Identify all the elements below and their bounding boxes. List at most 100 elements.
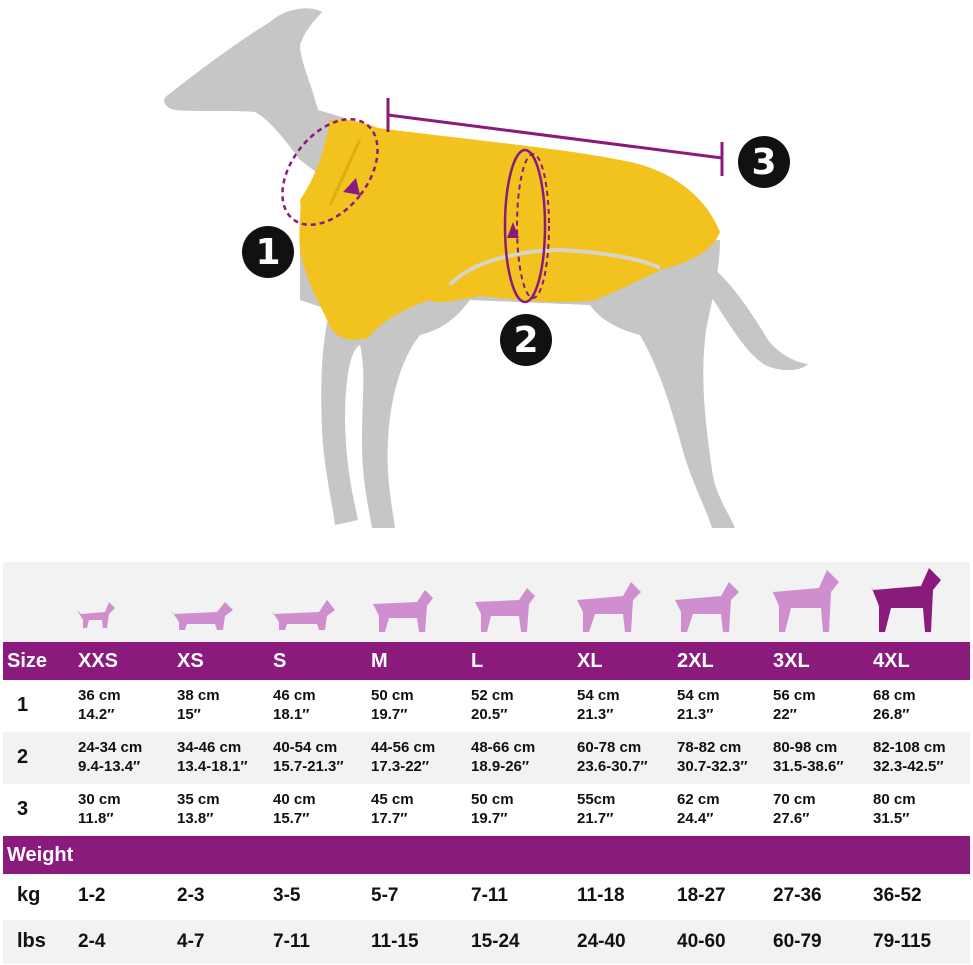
dog-silhouette bbox=[164, 8, 808, 528]
cell-imperial: 15.7-21.3″ bbox=[273, 758, 344, 775]
cell-imperial: 24.4″ bbox=[677, 810, 714, 827]
table-cell: 79-115 bbox=[873, 931, 932, 952]
cell-metric: 56 cm bbox=[773, 687, 816, 704]
cell-metric: 48-66 cm bbox=[471, 739, 536, 756]
cell-imperial: 13.4-18.1″ bbox=[177, 758, 248, 775]
cell-metric: 50 cm bbox=[371, 687, 414, 704]
dog-size-icons-row bbox=[3, 562, 970, 642]
weight-rows: kg 1-2 2-3 3-5 5-7 7-11 11-18 18-27 27-36 36-52 lb… bbox=[3, 874, 970, 964]
table-cell: 7-11 bbox=[273, 931, 310, 952]
cell-imperial: 9.4-13.4″ bbox=[78, 758, 141, 775]
table-cell: 62 cm 24.4″ bbox=[677, 790, 720, 828]
table-row: lbs 2-4 4-7 7-11 11-15 15-24 24-40 40-60 60-79 79… bbox=[3, 920, 970, 964]
table-cell: 54 cm 21.3″ bbox=[577, 686, 620, 724]
table-cell: 80 cm 31.5″ bbox=[873, 790, 916, 828]
cell-metric: 35 cm bbox=[177, 791, 220, 808]
row-label: 2 bbox=[17, 746, 29, 768]
table-cell: 18-27 bbox=[677, 885, 726, 906]
table-cell: 7-11 bbox=[471, 885, 508, 906]
cell-metric: 82-108 cm bbox=[873, 739, 946, 756]
cell-imperial: 17.7″ bbox=[371, 810, 408, 827]
cell-metric: 68 cm bbox=[873, 687, 916, 704]
cell-metric: 38 cm bbox=[177, 687, 220, 704]
cell-imperial: 18.9-26″ bbox=[471, 758, 530, 775]
cell-metric: 54 cm bbox=[677, 687, 720, 704]
dog-3xl-icon bbox=[771, 570, 839, 632]
cell-metric: 52 cm bbox=[471, 687, 514, 704]
dog-2xl-icon bbox=[673, 582, 739, 632]
cell-metric: 60-78 cm bbox=[577, 739, 642, 756]
cell-metric: 78-82 cm bbox=[677, 739, 742, 756]
dog-s-icon bbox=[271, 600, 335, 630]
cell-imperial: 21.3″ bbox=[577, 706, 614, 723]
table-cell: 5-7 bbox=[371, 885, 399, 906]
dog-xxs-icon bbox=[77, 602, 115, 628]
cell-imperial: 32.3-42.5″ bbox=[873, 758, 944, 775]
table-cell: 44-56 cm 17.3-22″ bbox=[371, 738, 435, 776]
table-cell: 30 cm 11.8″ bbox=[78, 790, 121, 828]
table-cell: 50 cm 19.7″ bbox=[471, 790, 514, 828]
cell-imperial: 30.7-32.3″ bbox=[677, 758, 748, 775]
table-cell: 4-7 bbox=[177, 931, 205, 952]
cell-metric: 70 cm bbox=[773, 791, 816, 808]
cell-imperial: 26.8″ bbox=[873, 706, 910, 723]
cell-metric: 62 cm bbox=[677, 791, 720, 808]
row-label: kg bbox=[17, 884, 41, 906]
table-cell: 11-18 bbox=[577, 885, 625, 906]
cell-metric: 80-98 cm bbox=[773, 739, 838, 756]
cell-metric: 40 cm bbox=[273, 791, 316, 808]
table-cell: 68 cm 26.8″ bbox=[873, 686, 916, 724]
size-s: S bbox=[273, 650, 287, 672]
table-cell: 82-108 cm 32.3-42.5″ bbox=[873, 738, 946, 776]
table-cell: 54 cm 21.3″ bbox=[677, 686, 720, 724]
size-3xl: 3XL bbox=[773, 650, 810, 672]
cell-metric: 34-46 cm bbox=[177, 739, 242, 756]
table-cell: 36 cm 14.2″ bbox=[78, 686, 121, 724]
size-4xl: 4XL bbox=[873, 650, 910, 672]
size-l: L bbox=[471, 650, 484, 672]
table-cell: 1-2 bbox=[78, 885, 106, 906]
dog-4xl-icon bbox=[871, 568, 941, 632]
cell-imperial: 18.1″ bbox=[273, 706, 310, 723]
cell-imperial: 23.6-30.7″ bbox=[577, 758, 648, 775]
cell-metric: 54 cm bbox=[577, 687, 620, 704]
size-chart: Size XXS XS S M L XL 2XL 3XL 4XL 1 36 cm 1… bbox=[3, 562, 970, 964]
cell-imperial: 19.7″ bbox=[371, 706, 408, 723]
row-label: lbs bbox=[17, 930, 46, 952]
table-cell: 40-54 cm 15.7-21.3″ bbox=[273, 738, 344, 776]
table-cell: 78-82 cm 30.7-32.3″ bbox=[677, 738, 748, 776]
table-cell: 2-3 bbox=[177, 885, 205, 906]
cell-metric: 36 cm bbox=[78, 687, 121, 704]
cell-imperial: 21.7″ bbox=[577, 810, 614, 827]
cell-imperial: 15″ bbox=[177, 706, 201, 723]
marker-3-back-length: 3 bbox=[738, 136, 790, 188]
table-cell: 80-98 cm 31.5-38.6″ bbox=[773, 738, 844, 776]
size-2xl: 2XL bbox=[677, 650, 714, 672]
cell-metric: 44-56 cm bbox=[371, 739, 436, 756]
table-cell: 48-66 cm 18.9-26″ bbox=[471, 738, 535, 776]
table-cell: 11-15 bbox=[371, 931, 419, 952]
cell-metric: 80 cm bbox=[873, 791, 916, 808]
cell-metric: 24-34 cm bbox=[78, 739, 143, 756]
cell-imperial: 14.2″ bbox=[78, 706, 115, 723]
coat-shape bbox=[299, 119, 720, 340]
cell-imperial: 17.3-22″ bbox=[371, 758, 430, 775]
cell-metric: 46 cm bbox=[273, 687, 316, 704]
marker-1-neck: 1 bbox=[242, 226, 294, 278]
size-header-row: Size XXS XS S M L XL 2XL 3XL 4XL bbox=[3, 642, 970, 680]
cell-metric: 45 cm bbox=[371, 791, 414, 808]
table-row: 1 36 cm 14.2″ 38 cm 15″ 46 cm 18.1″ 50 cm 19.7″ 5… bbox=[3, 680, 970, 732]
table-cell: 60-78 cm 23.6-30.7″ bbox=[577, 738, 648, 776]
size-xs: XS bbox=[177, 650, 204, 672]
cell-imperial: 22″ bbox=[773, 706, 797, 723]
table-cell: 38 cm 15″ bbox=[177, 686, 220, 724]
greyhound-coat-diagram bbox=[164, 8, 808, 528]
table-cell: 60-79 bbox=[773, 931, 822, 952]
cell-imperial: 21.3″ bbox=[677, 706, 714, 723]
dog-xl-icon bbox=[575, 582, 641, 632]
dog-xs-icon bbox=[171, 602, 233, 630]
size-m: M bbox=[371, 650, 388, 672]
cell-imperial: 19.7″ bbox=[471, 810, 508, 827]
cell-imperial: 11.8″ bbox=[78, 810, 114, 827]
dog-measurement-illustration: 1 2 3 bbox=[164, 8, 808, 528]
